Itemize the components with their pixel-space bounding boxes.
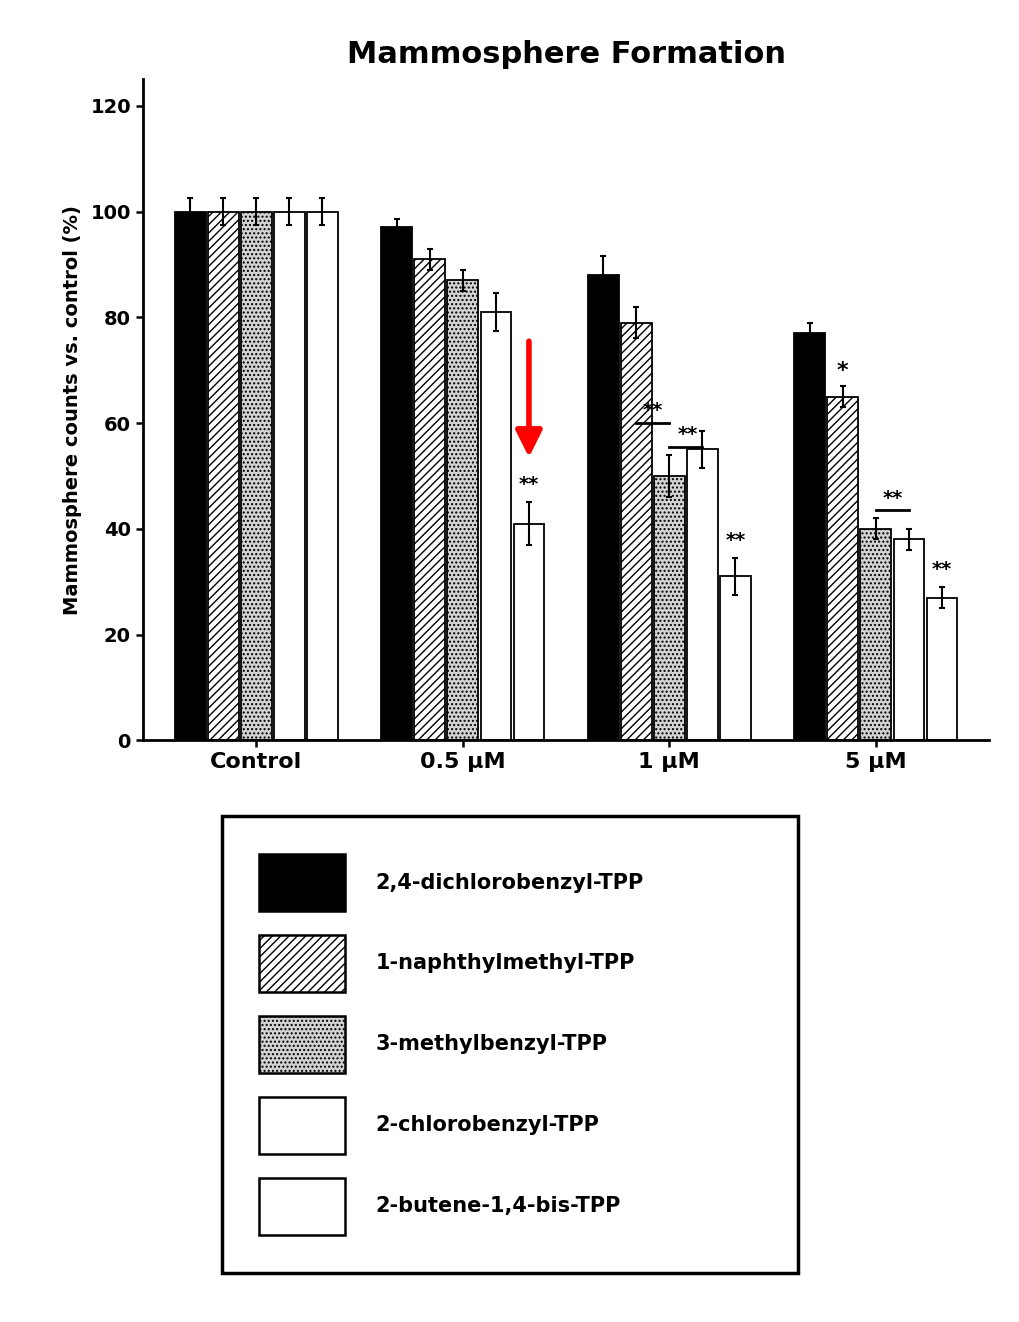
Text: **: ** xyxy=(725,531,745,550)
Bar xyxy=(240,212,271,740)
Text: 2-chlorobenzyl-TPP: 2-chlorobenzyl-TPP xyxy=(375,1116,598,1136)
Text: **: ** xyxy=(642,402,662,420)
Bar xyxy=(587,275,619,740)
Text: 1-naphthylmethyl-TPP: 1-naphthylmethyl-TPP xyxy=(375,953,634,973)
FancyBboxPatch shape xyxy=(259,1178,344,1235)
Bar xyxy=(208,212,238,740)
Bar xyxy=(307,212,337,740)
Bar xyxy=(719,576,750,740)
FancyBboxPatch shape xyxy=(259,935,344,992)
Bar xyxy=(414,259,444,740)
Bar xyxy=(925,598,957,740)
Bar xyxy=(480,312,511,740)
Text: 3-methylbenzyl-TPP: 3-methylbenzyl-TPP xyxy=(375,1034,606,1055)
Bar xyxy=(860,529,891,740)
Text: **: ** xyxy=(519,476,538,494)
FancyBboxPatch shape xyxy=(259,854,344,911)
FancyBboxPatch shape xyxy=(259,1015,344,1073)
Text: 2,4-dichlorobenzyl-TPP: 2,4-dichlorobenzyl-TPP xyxy=(375,873,643,892)
Text: **: ** xyxy=(881,489,902,508)
Bar xyxy=(687,449,717,740)
Title: Mammosphere Formation: Mammosphere Formation xyxy=(346,40,785,69)
Bar xyxy=(447,280,478,740)
Text: **: ** xyxy=(678,426,697,444)
Bar xyxy=(274,212,305,740)
Bar xyxy=(381,227,412,740)
Text: *: * xyxy=(837,361,848,381)
Bar xyxy=(826,397,857,740)
Y-axis label: Mammosphere counts vs. control (%): Mammosphere counts vs. control (%) xyxy=(63,205,82,615)
Bar xyxy=(621,323,651,740)
Text: **: ** xyxy=(931,561,951,579)
FancyBboxPatch shape xyxy=(259,1097,344,1154)
Bar xyxy=(794,333,824,740)
Bar xyxy=(653,476,684,740)
Bar xyxy=(174,212,206,740)
Bar xyxy=(513,524,544,740)
Text: 2-butene-1,4-bis-TPP: 2-butene-1,4-bis-TPP xyxy=(375,1196,621,1216)
Bar xyxy=(893,539,923,740)
